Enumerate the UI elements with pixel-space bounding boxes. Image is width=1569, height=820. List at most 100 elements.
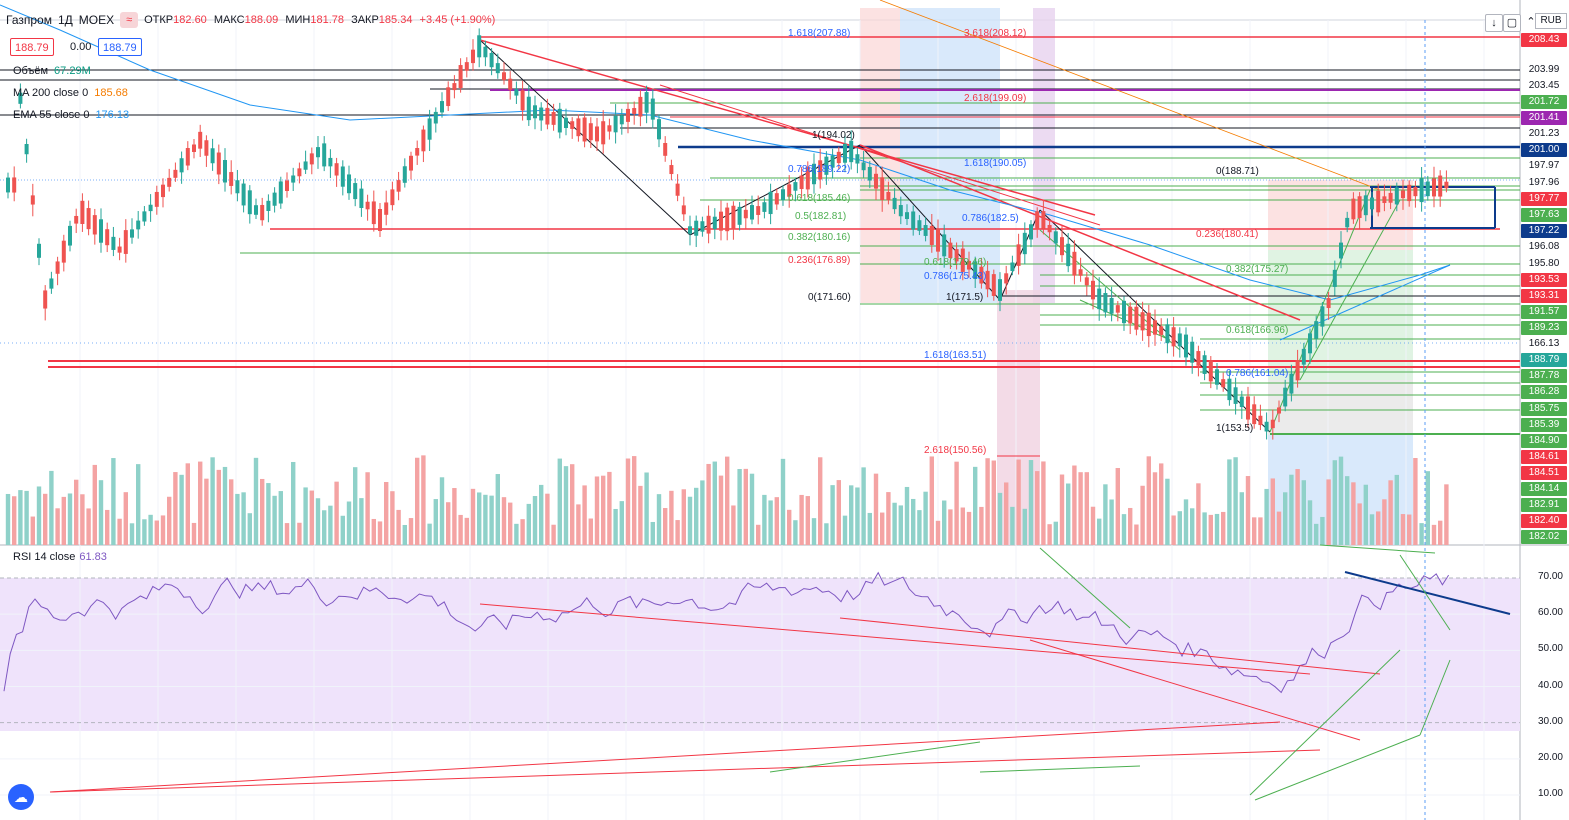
legend-row[interactable]: MA 200 close 0 185.68 [13,87,128,99]
volume-bar [377,521,383,545]
volume-bar [570,464,575,545]
volume-bar [80,494,85,545]
eye-icon[interactable]: ≈ [120,12,139,28]
candle-body [303,161,308,170]
price-axis-label: 182.40 [1521,514,1567,528]
rsi-trend-line [1344,571,1511,615]
candle-body [1326,298,1331,309]
arrow-down-icon[interactable]: ↓ [1485,14,1503,32]
volume-bar [1010,506,1015,545]
rsi-trend-line [49,721,1281,793]
sell-price-box[interactable]: 188.79 [10,38,54,56]
volume-bar [1022,508,1027,545]
legend-row[interactable]: Объём 67.29M [13,65,91,77]
high-label: МАКС [213,14,245,26]
volume-bar [1345,476,1350,545]
volume-bar [235,493,240,545]
candle-body [836,151,841,164]
rsi-legend[interactable]: RSI 14 close 61.83 [13,551,107,563]
candle-body [477,35,482,58]
tradingview-logo-icon[interactable]: ☁ [8,784,34,810]
candle-body [371,201,376,225]
volume-bar [1084,472,1089,545]
candle-body [347,174,351,194]
volume-bar [1152,472,1158,545]
candle-body [1270,419,1275,429]
rsi-trend-line [49,749,1321,793]
symbol-name[interactable]: Газпром [6,13,52,27]
candle-body [619,115,624,125]
chevron-up-icon[interactable]: ⌃ [1526,16,1536,28]
volume-bar [520,519,525,545]
rsi-axis-label: 50.00 [1537,643,1563,655]
rsi-trend-line [1039,547,1131,629]
candle-body [1370,197,1374,210]
volume-bar [1252,517,1257,545]
price-axis-label: 201.23 [1521,127,1567,141]
legend-row[interactable]: EMA 55 close 0 176.13 [13,109,129,121]
trend-line [859,144,1301,321]
candle-body [353,183,358,200]
price-axis-label: 193.53 [1521,273,1567,287]
candle-body [855,154,860,164]
volume-bar [942,500,947,545]
candle-body [1016,244,1021,266]
legend-name: MA 200 close 0 [13,87,89,99]
volume-bar [1425,471,1430,545]
volume-bar [1128,507,1133,545]
volume-bar [1227,459,1232,545]
volume-bar [1394,474,1399,545]
volume-bar [1276,511,1282,545]
price-axis-label: 197.96 [1521,176,1567,190]
volume-bar [1183,499,1189,545]
candle-body [1227,378,1232,401]
candle-body [1084,277,1089,286]
volume-bar [824,523,829,545]
fib-level-label: 0.618(166.96) [1226,325,1289,336]
candle-body [830,155,835,168]
candle-body [774,193,779,205]
candle-body [601,121,606,145]
fib-level-label: 0.786(182.5) [962,213,1019,224]
volume-bar [1270,478,1275,545]
volume-bar [880,512,885,545]
candle-body [241,183,246,206]
candle-body [365,201,370,210]
volume-bar [892,502,897,545]
maximize-icon[interactable]: ▢ [1503,14,1521,32]
candle-body [793,182,798,191]
candle-body [613,115,618,133]
candle-body [539,107,544,121]
candle-body [1103,293,1108,313]
buy-price-box[interactable]: 188.79 [98,38,142,56]
volume-bar [508,502,513,545]
candle-body [892,197,897,210]
interval-label[interactable]: 1Д [57,13,73,27]
candle-body [1246,396,1250,420]
candle-body [960,248,965,272]
candle-body [378,209,382,231]
volume-bar [867,512,872,545]
volume-bar [1438,520,1443,545]
fib-zone-purple [1033,8,1055,303]
volume-bar [421,455,426,545]
volume-bar [129,523,135,545]
candle-body [1097,288,1102,310]
volume-bar [793,520,798,545]
volume-bar [222,466,228,545]
volume-bar [917,510,922,545]
volume-bar [229,479,234,545]
volume-bar [718,475,724,545]
candle-body [762,202,767,212]
fib-level-label: 0.382(180.16) [788,232,851,243]
currency-label[interactable]: RUB [1535,13,1567,29]
candle-body [148,204,153,212]
candle-body [998,279,1002,301]
volume-bar [929,456,934,545]
candle-body [1314,321,1319,339]
volume-bar [1233,457,1238,545]
fib-level-label: 0.618(185.46) [788,193,851,204]
price-axis-label: 197.97 [1521,159,1567,173]
candle-body [61,240,66,263]
